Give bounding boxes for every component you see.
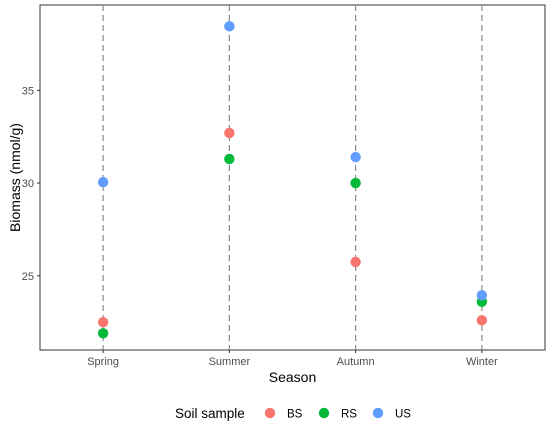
point-bs-summer	[224, 127, 235, 139]
legend-key-bs	[264, 407, 276, 419]
y-tick-label: 30	[22, 178, 34, 190]
x-tick-label-autumn: Autumn	[337, 356, 375, 368]
point-us-winter	[476, 290, 488, 301]
panel-border	[39, 4, 546, 351]
x-axis-title: Season	[269, 369, 316, 385]
plot-panel	[39, 4, 546, 351]
point-us-summer	[224, 21, 235, 32]
legend-label-us: US	[395, 409, 411, 421]
legend-key-us	[372, 407, 384, 419]
legend-label-rs: RS	[341, 409, 357, 421]
point-rs-summer	[224, 153, 235, 165]
category-guide-lines	[102, 5, 483, 350]
legend-title: Soil sample	[175, 406, 245, 421]
y-tick-label: 35	[22, 85, 34, 97]
legend-key-rs	[318, 407, 330, 419]
point-rs-spring	[97, 328, 109, 339]
legend: Soil sample BS RS US	[175, 406, 411, 421]
data-points	[97, 21, 488, 339]
y-axis-title: Biomass (nmol/g)	[7, 123, 23, 232]
point-bs-autumn	[350, 256, 361, 268]
point-rs-autumn	[350, 177, 361, 189]
x-axis: Spring Summer Autumn Winter	[87, 350, 498, 368]
x-tick-label-spring: Spring	[87, 356, 119, 368]
legend-label-bs: BS	[287, 409, 303, 421]
y-axis: 25 30 35	[22, 85, 40, 283]
point-bs-spring	[97, 316, 109, 328]
x-tick-label-winter: Winter	[466, 356, 498, 368]
point-us-spring	[97, 176, 109, 188]
x-tick-label-summer: Summer	[209, 356, 251, 368]
y-tick-label: 25	[22, 271, 34, 283]
point-us-autumn	[350, 151, 361, 163]
point-bs-winter	[476, 315, 488, 326]
